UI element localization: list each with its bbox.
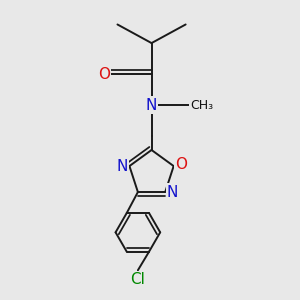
Text: N: N: [167, 184, 178, 200]
Text: Cl: Cl: [130, 272, 145, 287]
Text: O: O: [175, 157, 187, 172]
Text: N: N: [146, 98, 157, 112]
Text: O: O: [98, 67, 110, 82]
Text: N: N: [116, 159, 128, 174]
Text: CH₃: CH₃: [190, 99, 213, 112]
